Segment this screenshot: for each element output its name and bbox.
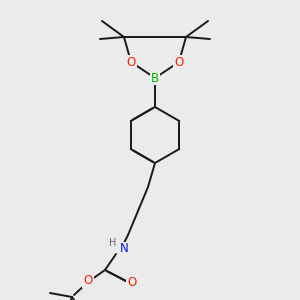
Text: B: B: [151, 71, 159, 85]
Text: O: O: [174, 56, 184, 68]
Text: O: O: [83, 274, 93, 287]
Text: O: O: [128, 275, 136, 289]
Text: H: H: [109, 238, 117, 248]
Text: O: O: [126, 56, 136, 68]
Text: N: N: [120, 242, 128, 256]
